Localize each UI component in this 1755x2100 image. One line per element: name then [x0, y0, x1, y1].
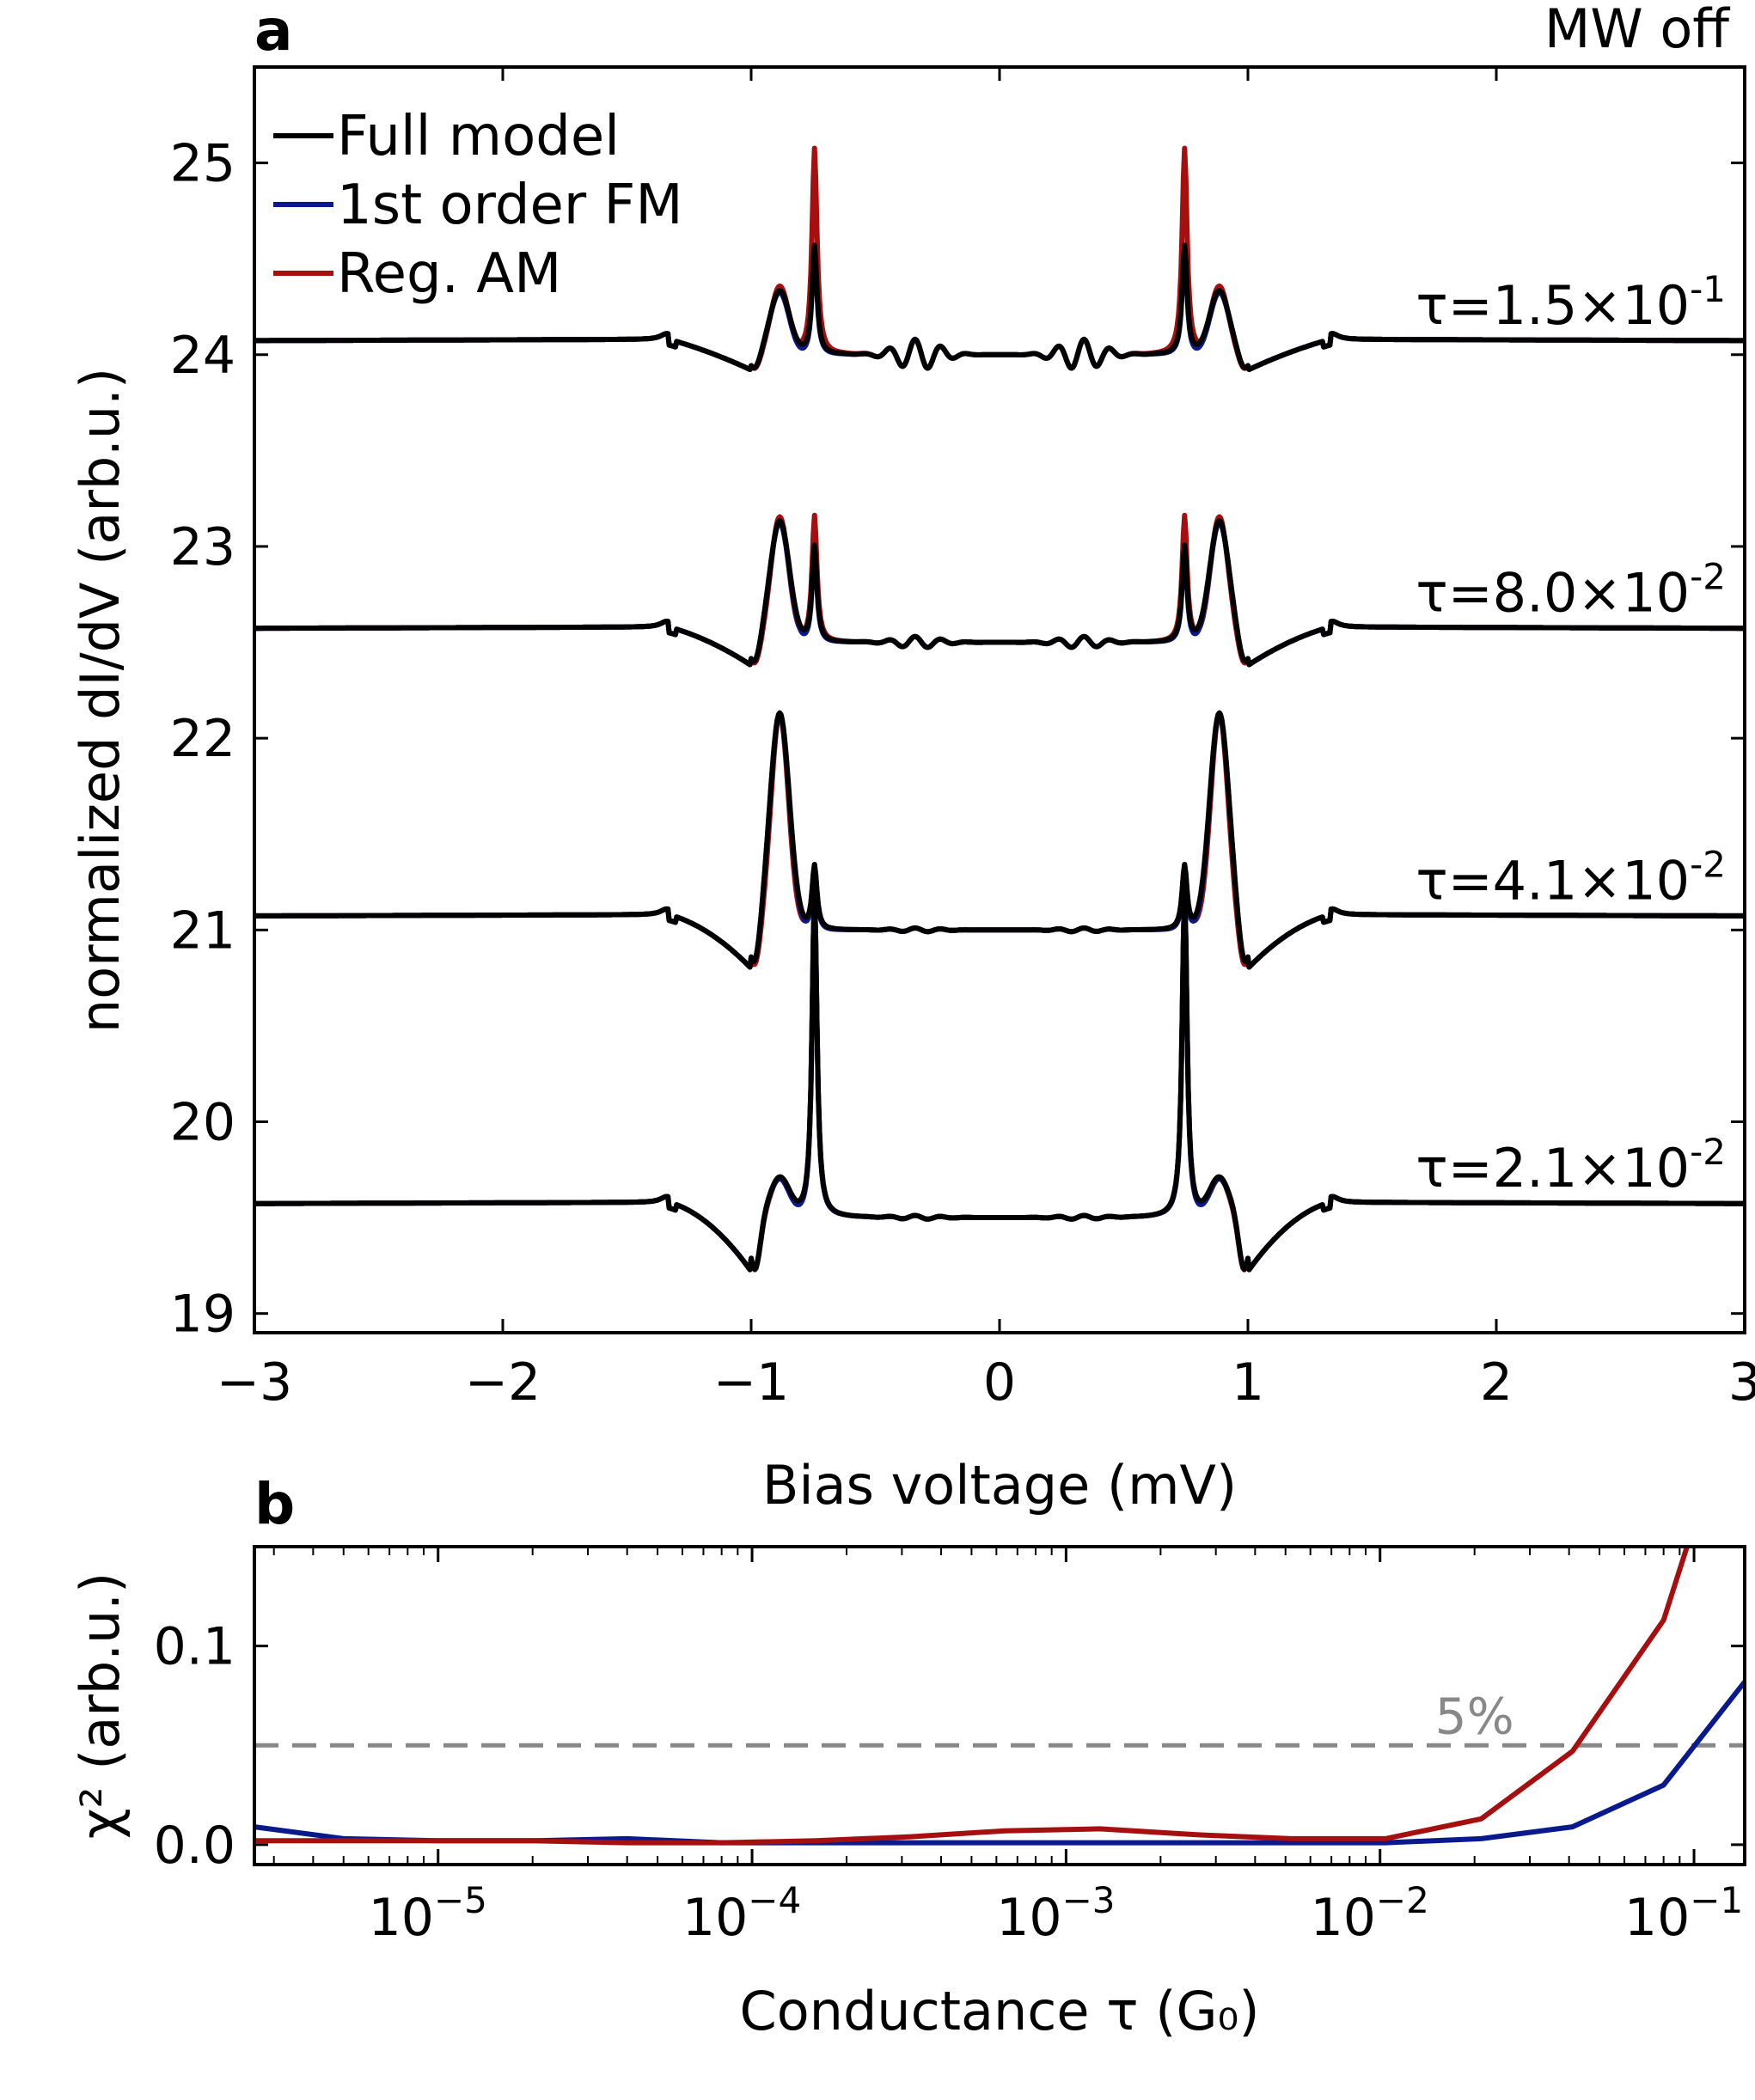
x-tick-base: 10 [682, 1888, 748, 1948]
full-model-curve [253, 888, 1746, 1273]
panel-a-x-axis-label: Bias voltage (mV) [762, 1454, 1237, 1517]
x-tick-label: 10−5 [369, 1879, 487, 1948]
x-tick-label: −2 [465, 1352, 541, 1413]
full-model-curve [253, 710, 1746, 970]
panel-b-frame [253, 1545, 1746, 1866]
mw-off-label: MW off [1544, 0, 1730, 60]
tau-label: τ=1.5×10-1 [1416, 268, 1726, 337]
x-tick-exponent: −1 [1690, 1879, 1743, 1921]
tau-label: τ=4.1×10-2 [1416, 843, 1726, 912]
x-tick-base: 10 [996, 1888, 1061, 1948]
tau-label-value: τ=4.1×10 [1416, 849, 1690, 912]
tau-label-value: τ=8.0×10 [1416, 562, 1690, 625]
x-tick-label: 10−2 [1311, 1879, 1429, 1948]
threshold-label: 5% [1435, 1687, 1514, 1745]
y-tick-label: 22 [170, 709, 235, 769]
x-tick-label: −1 [713, 1352, 789, 1413]
x-tick-exponent: −4 [748, 1879, 801, 1921]
panel-b-ticks: 10−5 10−4 10−3 10−2 10−10.00.1 [154, 1547, 1745, 1948]
tau-label-value: τ=1.5×10 [1416, 274, 1690, 337]
y-tick-label: 23 [170, 517, 235, 577]
x-tick-label: 0 [983, 1352, 1016, 1413]
x-tick-label: −3 [217, 1352, 292, 1413]
tau-label: τ=8.0×10-2 [1416, 556, 1726, 625]
panel-b-y-axis-label: χ² (arb.u.) [69, 1572, 131, 1839]
x-tick-label: 10−1 [1624, 1879, 1743, 1948]
panel-a-curves [253, 145, 1746, 1273]
x-tick-label: 10−3 [996, 1879, 1115, 1948]
x-tick-exponent: −2 [1376, 1879, 1429, 1921]
panel-b-label: b [254, 1471, 295, 1537]
y-tick-label: 0.1 [154, 1617, 235, 1677]
tau-label-exponent: -2 [1690, 556, 1726, 598]
legend-entry: Reg. AM [337, 242, 561, 306]
x-tick-exponent: −5 [434, 1879, 487, 1921]
tau-label-exponent: -2 [1690, 843, 1726, 885]
x-tick-base: 10 [1624, 1888, 1690, 1948]
x-tick-label: 10−4 [682, 1879, 801, 1948]
reg-am-chi2-line [254, 1546, 1690, 1846]
reg-am-curve [253, 888, 1746, 1273]
panel-a: a MW off τ=1.5×10-1τ=8.0×10-2τ=4.1×10-2τ… [69, 0, 1755, 1517]
panel-b-x-axis-label: Conductance τ (G₀) [739, 1980, 1259, 2042]
legend-entry: 1st order FM [337, 174, 683, 237]
panel-b: b 5% 10−5 10−4 10−3 10−2 10−10.00.1 Conducta… [69, 1471, 1747, 2042]
full-model-curve [253, 242, 1746, 372]
full-model-curve [253, 518, 1746, 668]
panel-b-curves [254, 1546, 1747, 1846]
panel-a-label: a [254, 0, 293, 64]
y-tick-label: 0.0 [154, 1816, 235, 1876]
first-order-fm-curve [253, 891, 1746, 1273]
y-tick-label: 21 [170, 900, 235, 961]
first-order-fm-chi2-line [254, 1680, 1747, 1846]
panel-a-tau-labels: τ=1.5×10-1τ=8.0×10-2τ=4.1×10-2τ=2.1×10-2 [1416, 268, 1726, 1200]
panel-a-y-axis-label: normalized dI/dV (arb.u.) [69, 368, 131, 1033]
x-tick-base: 10 [1311, 1888, 1376, 1948]
tau-label-exponent: -1 [1690, 268, 1726, 310]
tau-label-value: τ=2.1×10 [1416, 1137, 1690, 1200]
tau-label: τ=2.1×10-2 [1416, 1131, 1726, 1200]
y-tick-label: 25 [170, 134, 235, 194]
y-tick-label: 19 [170, 1285, 235, 1345]
x-tick-label: 2 [1480, 1352, 1513, 1413]
tau-label-exponent: -2 [1690, 1131, 1726, 1173]
x-tick-label: 3 [1728, 1352, 1755, 1413]
legend-entry: Full model [337, 105, 620, 168]
y-tick-label: 20 [170, 1093, 235, 1153]
y-tick-label: 24 [170, 326, 235, 386]
x-tick-exponent: −3 [1062, 1879, 1116, 1921]
x-tick-base: 10 [369, 1888, 434, 1948]
x-tick-label: 1 [1232, 1352, 1264, 1413]
